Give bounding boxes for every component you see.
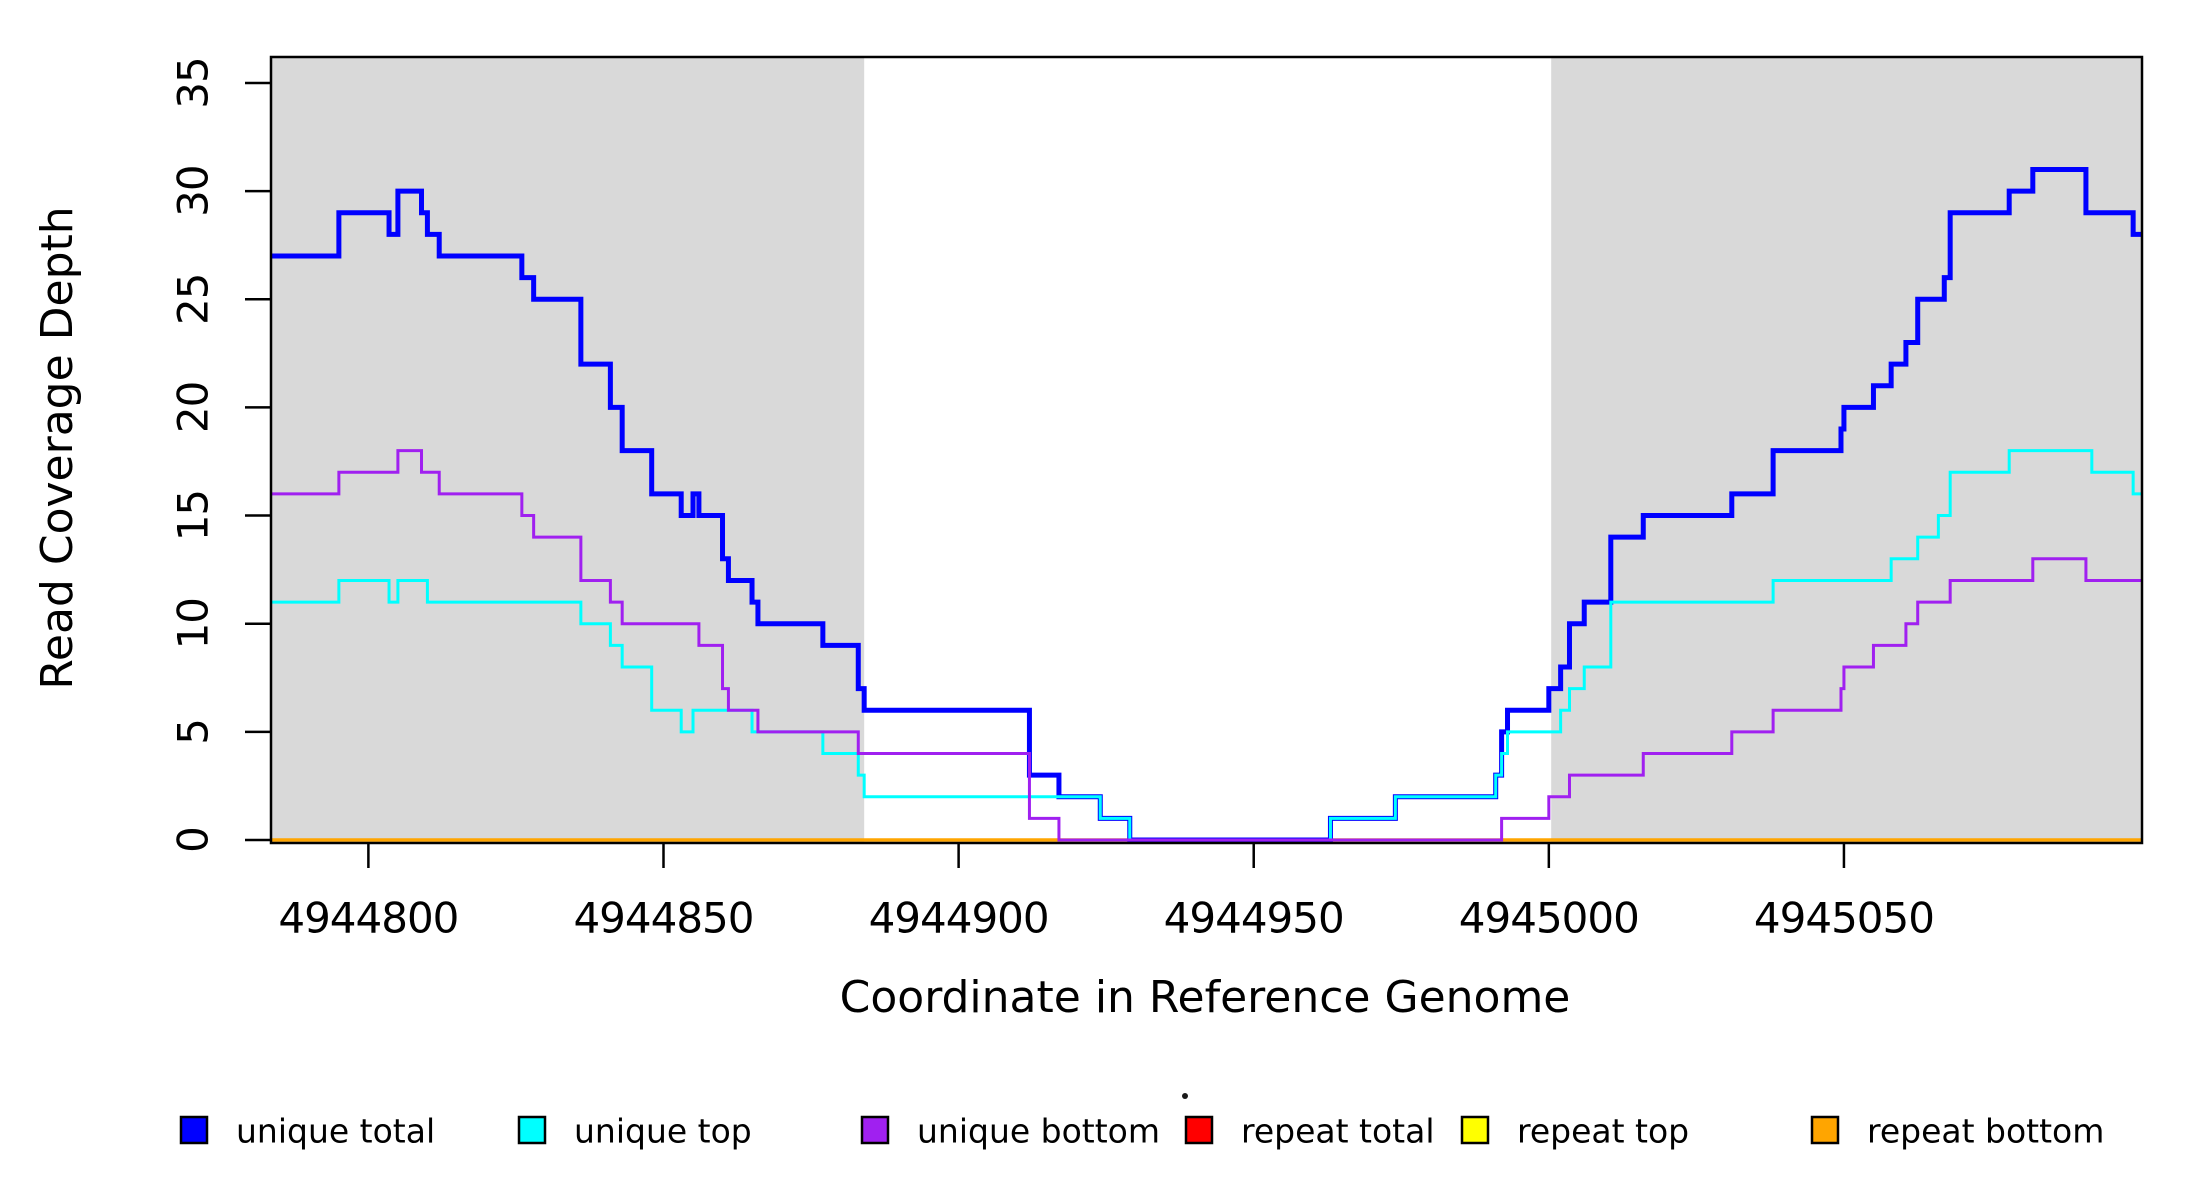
legend-swatch-repeat-total [1184, 1115, 1214, 1145]
legend-label-repeat-bottom: repeat bottom [1867, 1112, 2104, 1151]
left-gray-region [271, 57, 865, 843]
y-axis-title: Read Coverage Depth [32, 206, 83, 689]
series-unique-top [271, 449, 2142, 842]
x-tick-label: 4944850 [573, 894, 753, 943]
y-tick-label: 10 [169, 598, 218, 649]
y-tick-label: 30 [169, 165, 218, 216]
legend-swatch-repeat-top [1460, 1115, 1490, 1145]
y-tick-label: 15 [169, 490, 218, 541]
legend-artifact-dot [1182, 1093, 1188, 1099]
x-tick-label: 4944800 [278, 894, 458, 943]
x-axis-title: Coordinate in Reference Genome [840, 972, 1571, 1023]
legend-swatch-repeat-bottom [1810, 1115, 1840, 1145]
series-unique-bottom [271, 449, 2142, 842]
legend-label-unique-bottom: unique bottom [917, 1112, 1160, 1151]
legend-label-repeat-total: repeat total [1241, 1112, 1435, 1151]
legend-label-repeat-top: repeat top [1517, 1112, 1689, 1151]
y-tick-label: 35 [169, 57, 218, 108]
x-tick-label: 4944900 [869, 894, 1049, 943]
legend-swatch-unique-bottom [860, 1115, 890, 1145]
y-tick-label: 20 [169, 382, 218, 433]
y-tick-label: 5 [169, 719, 218, 745]
legend-swatch-unique-top [517, 1115, 547, 1145]
legend-label-unique-top: unique top [574, 1112, 752, 1151]
legend-swatch-unique-total [179, 1115, 209, 1145]
x-tick-label: 4945000 [1459, 894, 1639, 943]
y-tick-label: 25 [169, 274, 218, 325]
plot-box [269, 55, 2144, 845]
x-tick-label: 4945050 [1754, 894, 1934, 943]
legend-label-unique-total: unique total [236, 1112, 435, 1151]
y-tick-label: 0 [169, 827, 218, 853]
x-tick-label: 4944950 [1164, 894, 1344, 943]
